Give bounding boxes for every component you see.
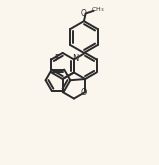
Text: F: F [54,54,59,64]
Text: N: N [72,54,79,63]
Text: O: O [81,9,87,18]
Text: O: O [81,88,87,97]
Text: CH$_3$: CH$_3$ [91,5,104,14]
